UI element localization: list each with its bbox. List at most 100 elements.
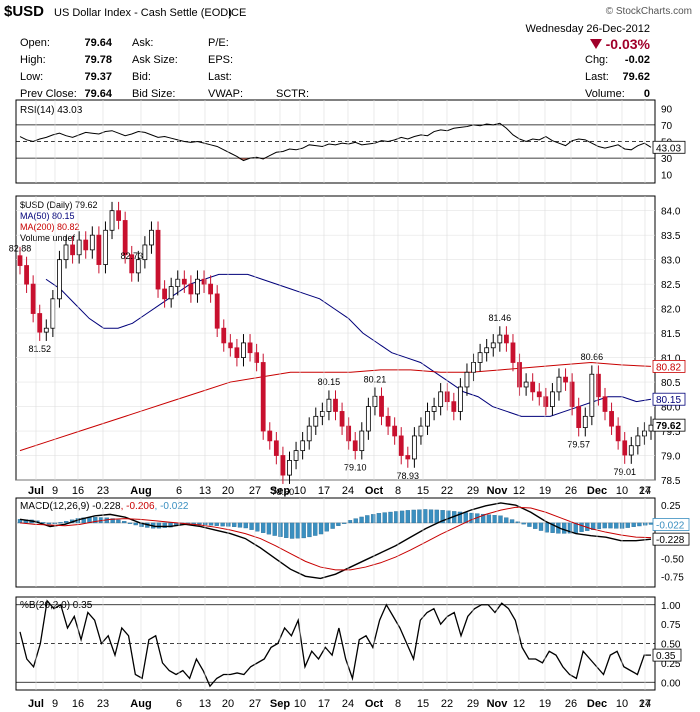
candle-body [628,445,634,456]
x-tick-label: Oct [365,485,384,497]
macd-histogram-bar [382,512,387,524]
candle-body [37,313,43,333]
candle-body [287,460,292,476]
x-axes: Jul 9 16 23 Aug 6 13 20 27 Sep 10 17 24 Oct 8 15 22 29 Nov… [28,100,651,710]
x-tick-label: 10 [616,485,628,497]
candle-body [365,406,371,432]
price-panel: 84.0 83.5 83.0 82.5 82.0 81.5 81.0 80.5 80.0 79.5… [9,200,686,497]
macd-histogram-bar [330,522,335,529]
candle-body [63,244,69,261]
macd-histogram-bar [631,522,636,527]
candle-body [122,220,128,256]
macd-histogram-bar [93,517,98,524]
candle-body [609,411,614,427]
macd-histogram-bar [492,515,497,524]
candle-body [405,455,411,460]
macd-histogram-bar [625,522,630,528]
header-field-label: VWAP: [208,88,243,100]
candle-body [431,406,437,412]
price-annotation: 79.01 [613,467,636,477]
x-tick-label: 26 [565,485,577,497]
x-tick-label: 15 [417,698,429,710]
pctb-y-tick: 0.00 [661,678,681,689]
macd-histogram-bar [359,516,364,524]
price-annotation: 82.88 [9,244,32,254]
candle-body [89,234,95,251]
x-tick-label: Sep [270,485,290,497]
candle-body [530,381,536,393]
chart-date: Wednesday 26-Dec-2012 [525,23,650,35]
candle-body [234,347,240,358]
macd-histogram-bar [446,510,451,524]
macd-histogram-bar [127,522,133,524]
x-tick-label: Jul [28,698,44,710]
candle-body [50,298,56,329]
candle-body [313,415,319,427]
header-field-value: 79.64 [84,88,112,100]
candle-body [201,278,207,285]
x-tick-label: Dec [587,485,607,497]
pctb-legend: %B(20,2.0) 0.35 [20,600,93,611]
candle-body [510,342,516,363]
header-field-label: SCTR: [276,88,309,100]
macd-histogram-bar [428,509,434,524]
macd-y-tick: -0.50 [661,555,684,566]
macd-histogram-bar [295,522,301,539]
macd-histogram-bar [614,522,619,529]
macd-histogram-bar [133,522,138,526]
x-tick-label: Oct [365,698,384,710]
x-tick-label: 17 [639,485,651,497]
candle-body [306,425,312,442]
macd-histogram-bar [376,513,382,524]
macd-histogram-bar [278,522,283,537]
candle-body [319,411,325,417]
macd-histogram-bar [370,514,376,524]
candle-body [221,327,227,344]
header-field-label: Bid Size: [132,88,175,100]
header-field-value: 79.64 [84,37,112,49]
macd-histogram-bar [405,510,411,524]
candle-body [96,234,102,265]
price-annotation: 81.46 [489,313,512,323]
x-tick-label: 8 [395,698,401,710]
candle-body [76,239,82,256]
candle-body [254,352,260,363]
candle-body [543,396,549,407]
x-tick-label: 10 [294,698,306,710]
pctb-last-value-box [652,648,682,662]
macd-histogram-bar [550,522,555,533]
macd-histogram-bar [237,522,243,528]
macd-histogram-bar [116,519,121,524]
macd-histogram-bar [504,517,509,524]
pctb-y-tick: 0.25 [661,659,681,670]
candle-body [385,415,391,427]
candle-body [30,283,36,314]
rsi-y-tick: 30 [661,154,673,165]
x-tick-label: 29 [467,698,479,710]
price-right-label-box [652,418,686,432]
candle-body [208,283,214,295]
candle-body [260,362,266,432]
x-tick-label: 23 [97,698,109,710]
candle-body [24,265,29,285]
candle-body [536,391,542,398]
candle-body [523,381,529,388]
price-right-label: 80.15 [656,395,681,406]
macd-histogram-bar [637,522,642,527]
price-right-label-box [652,359,686,373]
x-tick-label: 24 [639,698,651,710]
macd-histogram-bar [388,511,393,524]
macd-legend: MACD(12,26,9) -0.228, -0.206, -0.022 [20,501,189,512]
candle-body [457,386,463,412]
macd-legend-part: , -0.206 [121,501,155,512]
candle-body [569,381,575,407]
down-arrow-icon [590,39,602,49]
candle-body [596,373,601,398]
macd-histogram-bar [336,522,341,526]
candle-body [17,255,23,266]
macd-line [19,502,652,580]
macd-histogram-bar [226,522,231,527]
header-field-label: Low: [20,71,43,83]
candle-body [181,278,187,285]
